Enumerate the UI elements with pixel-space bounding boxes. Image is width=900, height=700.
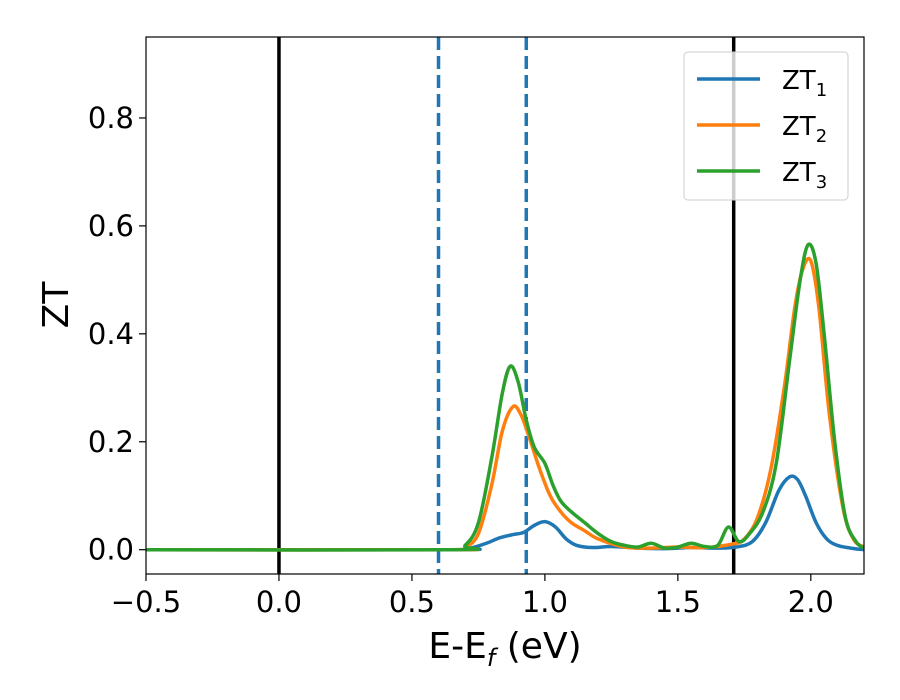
legend-label-zt3: ZT3: [782, 158, 827, 193]
x-tick-label: 0.0: [256, 585, 302, 619]
legend: ZT1 ZT2 ZT3: [683, 51, 849, 201]
x-axis: −0.5 0.0 0.5 1.0 1.5 2.0: [111, 574, 834, 619]
plot-frame: [145, 36, 865, 575]
x-tick-label: 0.5: [389, 585, 435, 619]
x-tick-label: −0.5: [111, 585, 181, 619]
series-line-zt3: [146, 242, 864, 552]
legend-label-zt1: ZT1: [782, 66, 827, 101]
series-layer: [146, 242, 864, 552]
y-axis: 0.0 0.2 0.4 0.6 0.8: [88, 101, 146, 567]
x-axis-label: E-Ef (eV): [428, 626, 581, 672]
legend-box: [683, 51, 849, 201]
x-tick-label: 1.5: [655, 585, 701, 619]
y-tick-label: 0.2: [88, 425, 134, 459]
y-axis-label: ZT: [36, 281, 77, 329]
reference-lines: [277, 37, 736, 574]
series-line-zt1: [146, 474, 864, 552]
y-tick-label: 0.8: [88, 101, 134, 135]
legend-label-zt2: ZT2: [782, 112, 827, 147]
x-tick-label: 1.0: [522, 585, 568, 619]
y-tick-label: 0.4: [88, 317, 134, 351]
y-tick-label: 0.6: [88, 209, 134, 243]
x-tick-label: 2.0: [788, 585, 834, 619]
y-tick-label: 0.0: [88, 533, 134, 567]
series-line-zt2: [146, 256, 864, 552]
